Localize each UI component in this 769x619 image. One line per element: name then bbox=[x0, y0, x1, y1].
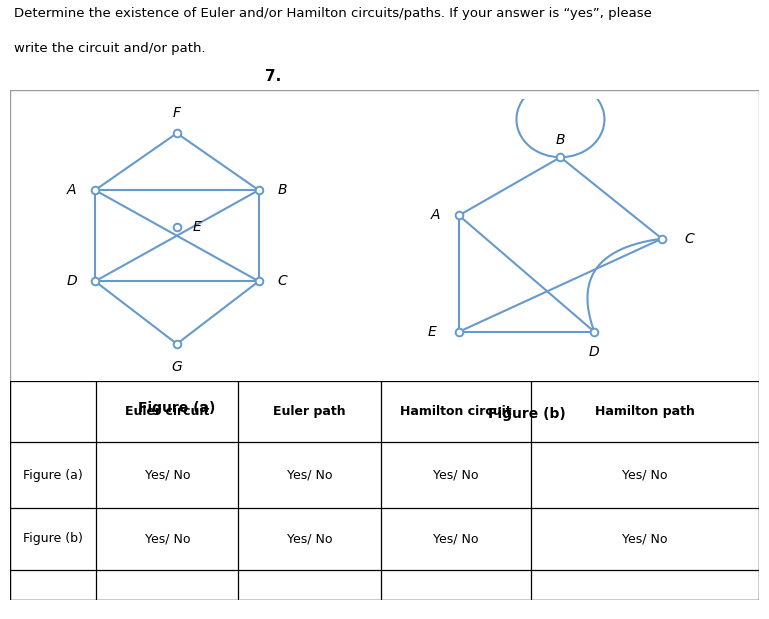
Text: Yes/ No: Yes/ No bbox=[433, 469, 478, 482]
Text: A: A bbox=[431, 209, 440, 222]
Text: Yes/ No: Yes/ No bbox=[622, 469, 667, 482]
Text: Yes/ No: Yes/ No bbox=[287, 532, 332, 545]
Text: Yes/ No: Yes/ No bbox=[287, 469, 332, 482]
Text: Hamilton path: Hamilton path bbox=[595, 405, 694, 418]
Text: Euler path: Euler path bbox=[273, 405, 346, 418]
Text: Yes/ No: Yes/ No bbox=[145, 532, 190, 545]
Text: 7.: 7. bbox=[265, 69, 281, 84]
Text: D: D bbox=[66, 274, 77, 288]
Text: E: E bbox=[428, 325, 436, 339]
Text: Figure (b): Figure (b) bbox=[488, 407, 565, 422]
Text: C: C bbox=[277, 274, 287, 288]
Text: Yes/ No: Yes/ No bbox=[145, 469, 190, 482]
Text: E: E bbox=[193, 220, 201, 234]
Text: Figure (a): Figure (a) bbox=[23, 469, 83, 482]
Text: D: D bbox=[589, 345, 600, 359]
Text: F: F bbox=[173, 106, 181, 120]
Text: B: B bbox=[556, 132, 565, 147]
Text: write the circuit and/or path.: write the circuit and/or path. bbox=[14, 42, 205, 55]
Text: Yes/ No: Yes/ No bbox=[622, 532, 667, 545]
Text: G: G bbox=[171, 360, 182, 374]
Text: B: B bbox=[278, 183, 287, 197]
Text: Figure (a): Figure (a) bbox=[138, 401, 215, 415]
Text: Euler circuit: Euler circuit bbox=[125, 405, 209, 418]
Text: A: A bbox=[67, 183, 76, 197]
Text: Determine the existence of Euler and/or Hamilton circuits/paths. If your answer : Determine the existence of Euler and/or … bbox=[14, 7, 651, 20]
Text: C: C bbox=[684, 232, 694, 246]
Text: Yes/ No: Yes/ No bbox=[433, 532, 478, 545]
Text: Figure (b): Figure (b) bbox=[23, 532, 83, 545]
Text: Hamilton circuit: Hamilton circuit bbox=[400, 405, 511, 418]
